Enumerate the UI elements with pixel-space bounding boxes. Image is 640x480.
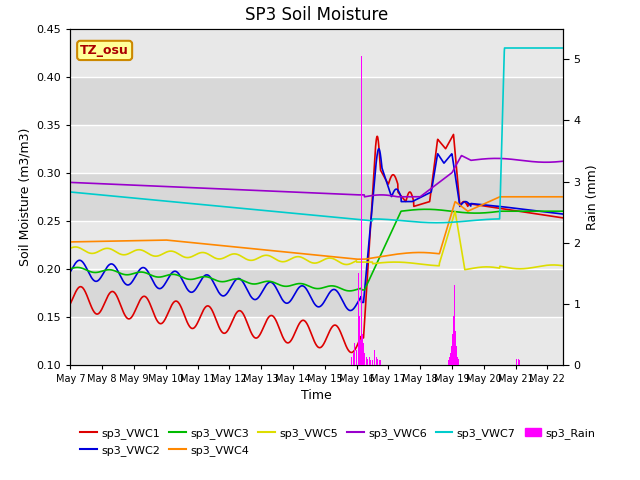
Bar [351, 357, 352, 365]
Bar [367, 359, 368, 365]
X-axis label: Time: Time [301, 389, 332, 402]
Bar [369, 357, 371, 365]
Bar [70, 173, 563, 221]
Title: SP3 Soil Moisture: SP3 Soil Moisture [245, 6, 388, 24]
Bar [70, 269, 563, 317]
Bar [457, 358, 458, 365]
Bar [374, 353, 376, 365]
Bar [358, 316, 360, 365]
Bar [456, 353, 457, 365]
Bar [70, 29, 563, 77]
Y-axis label: Rain (mm): Rain (mm) [586, 164, 599, 229]
Bar [379, 360, 380, 365]
Bar [360, 340, 361, 365]
Bar [452, 334, 453, 365]
Bar [359, 328, 360, 365]
Bar [450, 353, 451, 365]
Bar [449, 358, 450, 365]
Bar [376, 357, 377, 365]
Bar [364, 353, 365, 365]
Bar [372, 360, 373, 365]
Bar [453, 316, 454, 365]
Bar [377, 359, 378, 365]
Bar [458, 359, 460, 365]
Bar [454, 331, 456, 365]
Bar [365, 357, 367, 365]
Bar [361, 56, 362, 365]
Bar [363, 343, 364, 365]
Bar [353, 353, 354, 365]
Bar [519, 360, 520, 365]
Bar [70, 221, 563, 269]
Bar [362, 334, 363, 365]
Bar [447, 360, 449, 365]
Bar [380, 360, 381, 365]
Legend: sp3_VWC1, sp3_VWC2, sp3_VWC3, sp3_VWC4, sp3_VWC5, sp3_VWC6, sp3_VWC7, sp3_Rain: sp3_VWC1, sp3_VWC2, sp3_VWC3, sp3_VWC4, … [76, 424, 600, 460]
Bar [454, 286, 455, 365]
Text: TZ_osu: TZ_osu [80, 44, 129, 57]
Bar [451, 347, 452, 365]
Bar [70, 77, 563, 125]
Bar [356, 349, 357, 365]
Bar [70, 125, 563, 173]
Y-axis label: Soil Moisture (m3/m3): Soil Moisture (m3/m3) [18, 128, 31, 266]
Bar [70, 317, 563, 365]
